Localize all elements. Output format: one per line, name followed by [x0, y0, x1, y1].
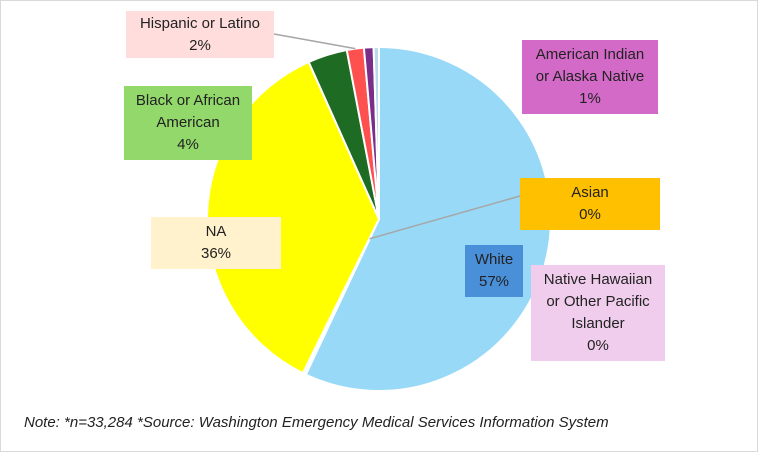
data-label-white: White 57% — [465, 245, 523, 297]
data-label-line: NA — [205, 223, 227, 240]
data-label-line: American — [156, 114, 220, 131]
source-note: Note: *n=33,284 *Source: Washington Emer… — [24, 414, 609, 431]
data-label-line: Asian — [571, 184, 609, 201]
data-label-line: Native Hawaiian — [543, 271, 653, 288]
data-label-line: Islander — [571, 315, 625, 332]
data-label-native-hawaiian: Native Hawaiian or Other Pacific Islander 0… — [531, 265, 665, 361]
data-label-line: Black or African — [135, 92, 241, 109]
data-label-line: or Other Pacific — [546, 293, 650, 310]
data-label-line: 1% — [579, 90, 601, 107]
data-label-black: Black or African American 4% — [124, 86, 252, 160]
data-label-line: or Alaska Native — [535, 68, 645, 85]
data-label-line: 36% — [200, 245, 232, 262]
data-label-na: NA 36% — [151, 217, 281, 269]
data-label-asian: Asian 0% — [520, 178, 660, 230]
data-label-line: 57% — [478, 273, 510, 290]
data-label-line: 2% — [189, 36, 211, 54]
data-label-line: 0% — [579, 206, 601, 223]
data-label-line: White — [474, 251, 514, 268]
leader-line-asian — [369, 195, 521, 240]
data-label-line: Hispanic or Latino — [139, 14, 261, 32]
data-label-line: American Indian — [535, 46, 645, 63]
leader-line-hispanic — [273, 33, 356, 50]
pie-slice-other-light — [372, 45, 380, 220]
data-label-line: 0% — [587, 337, 609, 354]
pie-slice-white — [304, 45, 553, 392]
data-label-line: 4% — [177, 136, 199, 153]
data-label-hispanic: Hispanic or Latino 2% — [126, 11, 274, 58]
data-label-american-indian: American Indian or Alaska Native 1% — [522, 40, 658, 114]
